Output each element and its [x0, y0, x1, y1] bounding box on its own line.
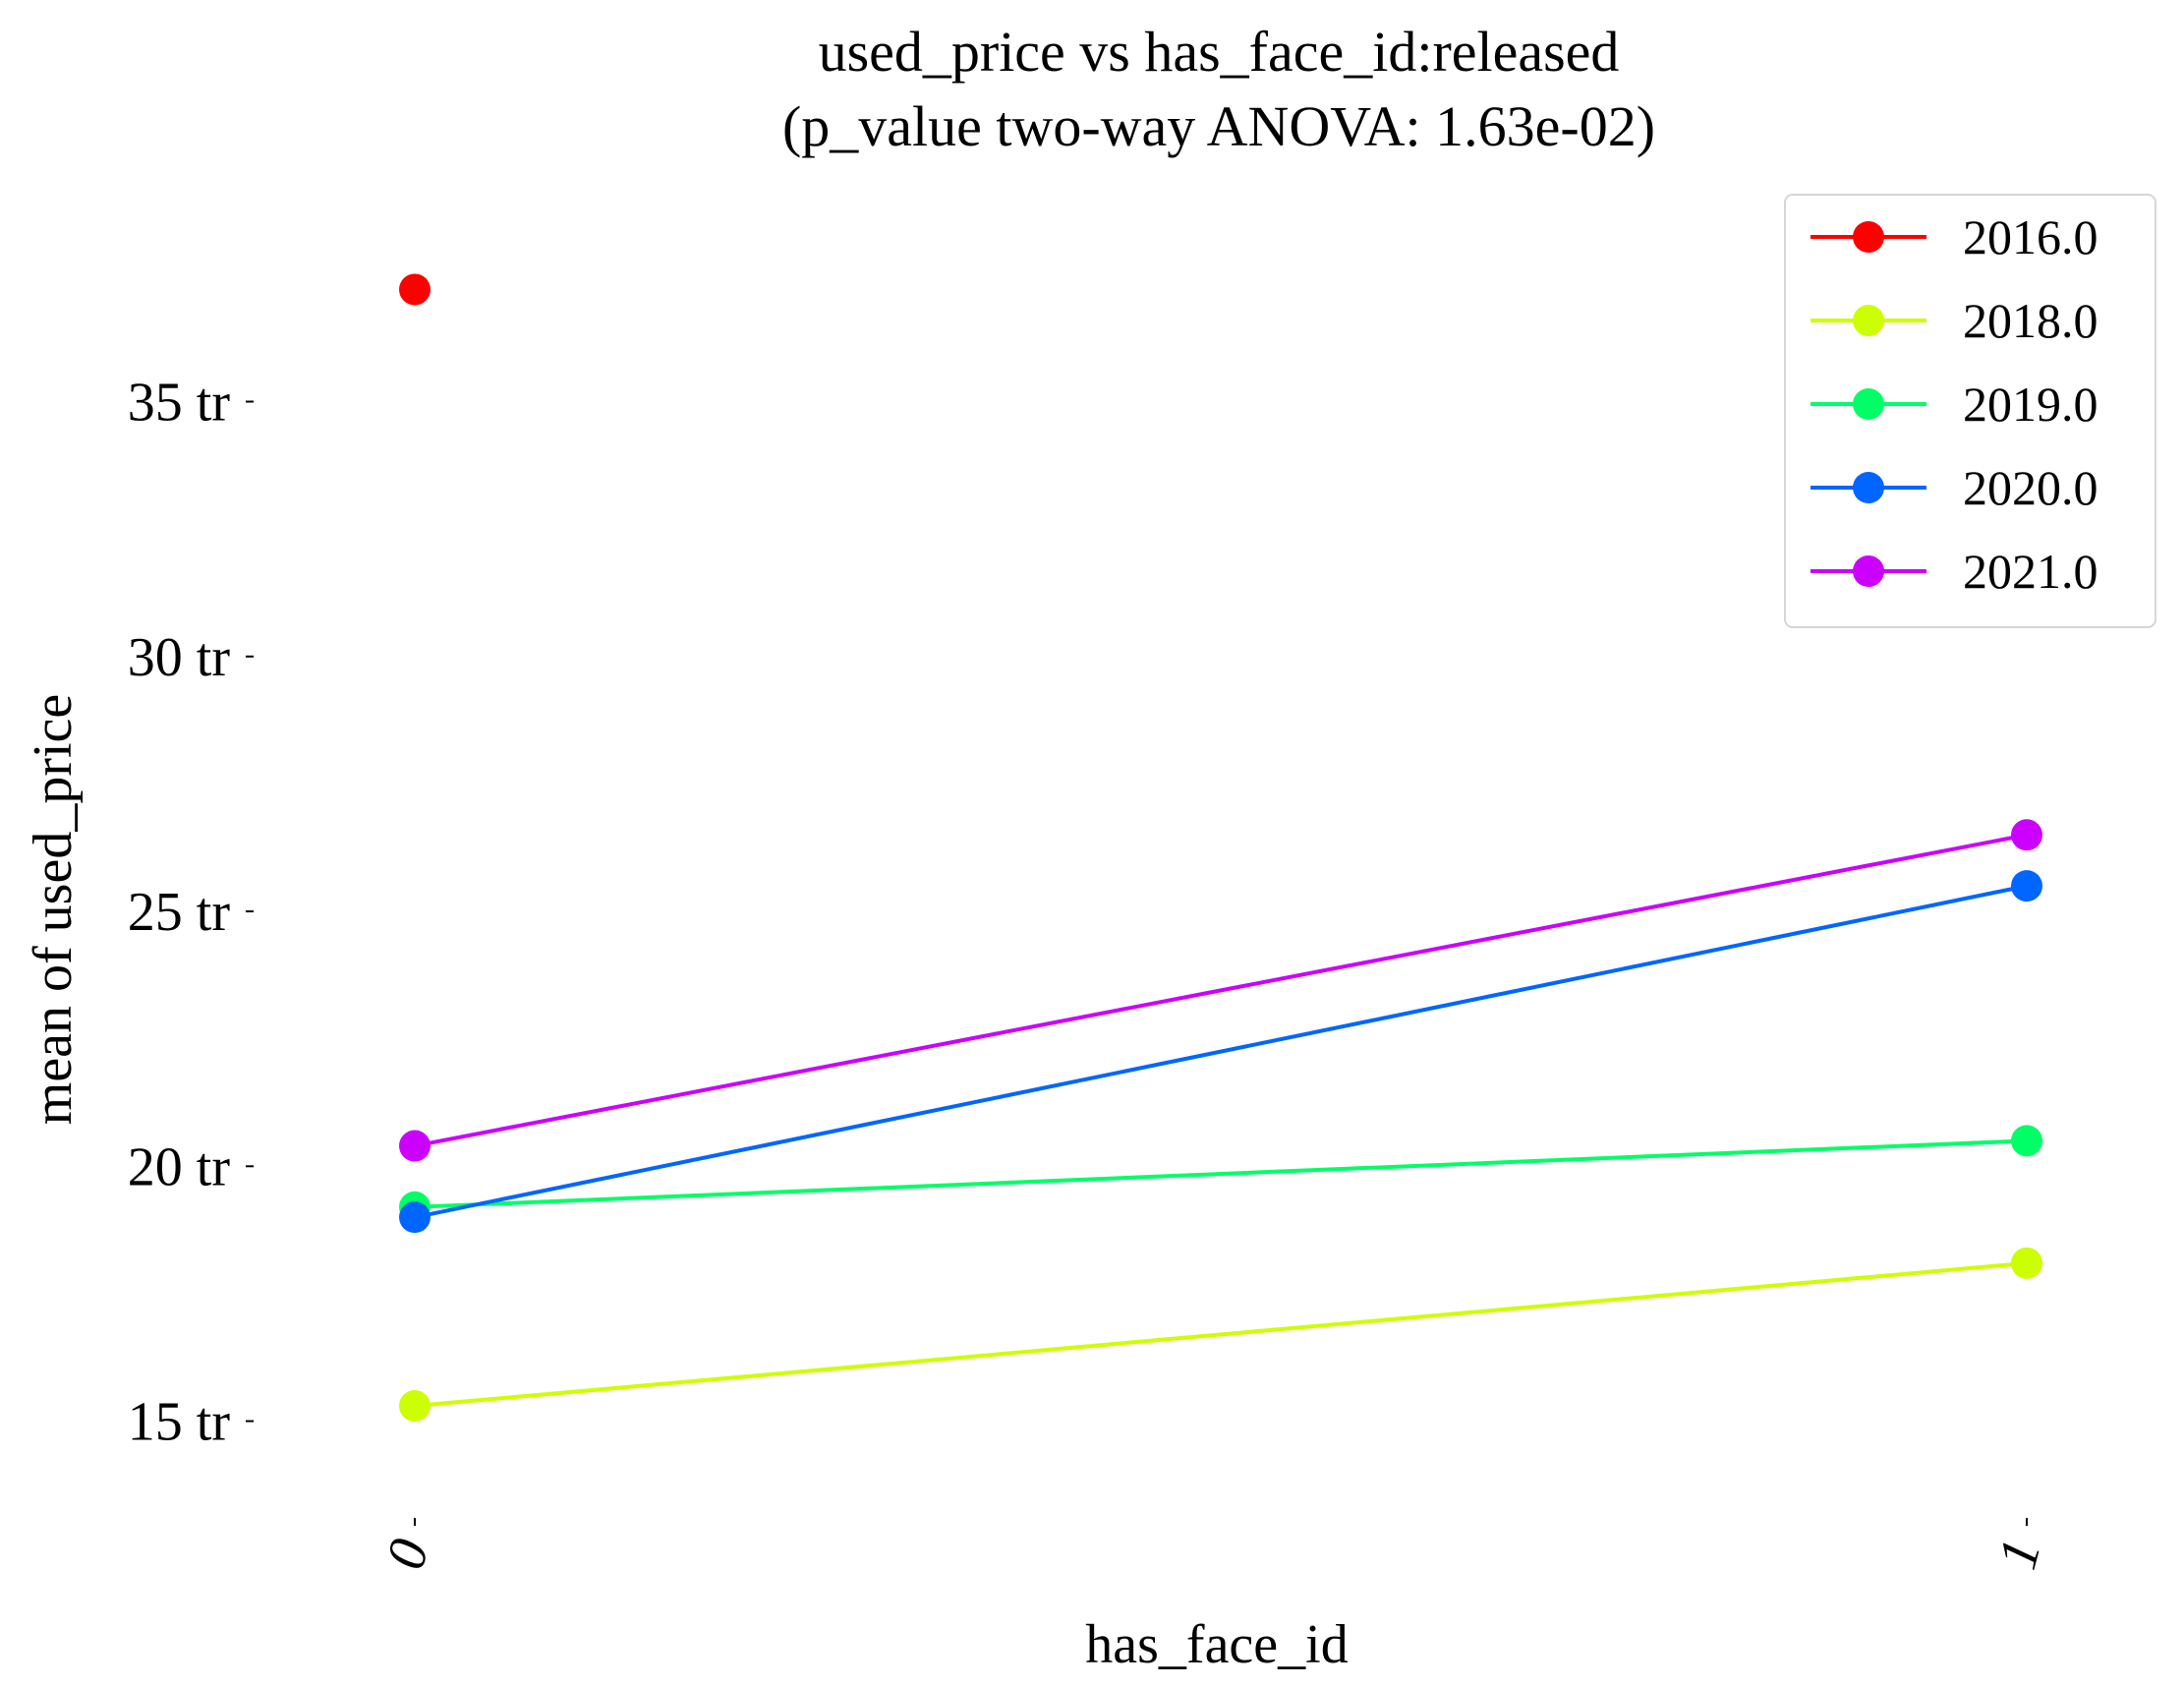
series-line [414, 1260, 2028, 1408]
series-line [414, 1138, 2028, 1209]
legend-label: 2019.0 [1963, 377, 2098, 432]
legend-marker [1853, 555, 1884, 587]
legend-item: 2020.0 [1810, 460, 2098, 515]
data-point [2011, 870, 2042, 902]
legend-label: 2018.0 [1963, 293, 2098, 348]
legend-marker [1853, 221, 1884, 253]
data-point [399, 1201, 431, 1234]
series-2020.0 [399, 870, 2042, 1234]
series-line [414, 833, 2028, 1148]
data-point [2011, 1247, 2042, 1279]
data-point [2011, 1125, 2042, 1157]
legend-item: 2016.0 [1810, 209, 2098, 264]
data-point [399, 1130, 431, 1162]
legend-marker [1853, 388, 1884, 420]
series-layer [399, 273, 2042, 1422]
legend-label: 2020.0 [1963, 460, 2098, 515]
x-axis-label: has_face_id [1085, 1614, 1348, 1675]
legend-label: 2016.0 [1963, 209, 2098, 264]
data-point [2011, 819, 2042, 851]
legend-item: 2021.0 [1810, 544, 2098, 599]
series-2016.0 [399, 273, 431, 306]
legend-marker [1853, 305, 1884, 336]
legend-items: 2016.0 2018.0 2019.0 2020.0 2021.0 [1810, 209, 2098, 599]
y-tick-label: 15 tr [128, 1392, 231, 1453]
data-point [399, 1390, 431, 1422]
series-2018.0 [399, 1247, 2042, 1422]
series-line [414, 884, 2028, 1220]
legend-marker [1853, 472, 1884, 503]
y-tick-label: 35 tr [128, 373, 231, 434]
chart-subtitle: (p_value two-way ANOVA: 1.63e-02) [782, 94, 1655, 158]
y-axis-label: mean of used_price [23, 694, 84, 1125]
series-2021.0 [399, 819, 2042, 1162]
legend: 2016.0 2018.0 2019.0 2020.0 2021.0 [1784, 194, 2156, 628]
legend-item: 2019.0 [1810, 377, 2098, 432]
legend-label: 2021.0 [1963, 544, 2098, 599]
y-tick-label: 20 tr [128, 1136, 231, 1197]
legend-frame [1784, 194, 2156, 628]
chart-title: used_price vs has_face_id:released [819, 20, 1620, 84]
y-tick-label: 25 tr [128, 882, 231, 943]
y-axis: 15 tr 20 tr 25 tr 30 tr 35 tr [128, 373, 254, 1453]
y-tick-label: 30 tr [128, 627, 231, 688]
legend-item: 2018.0 [1810, 293, 2098, 348]
data-point [399, 273, 431, 306]
